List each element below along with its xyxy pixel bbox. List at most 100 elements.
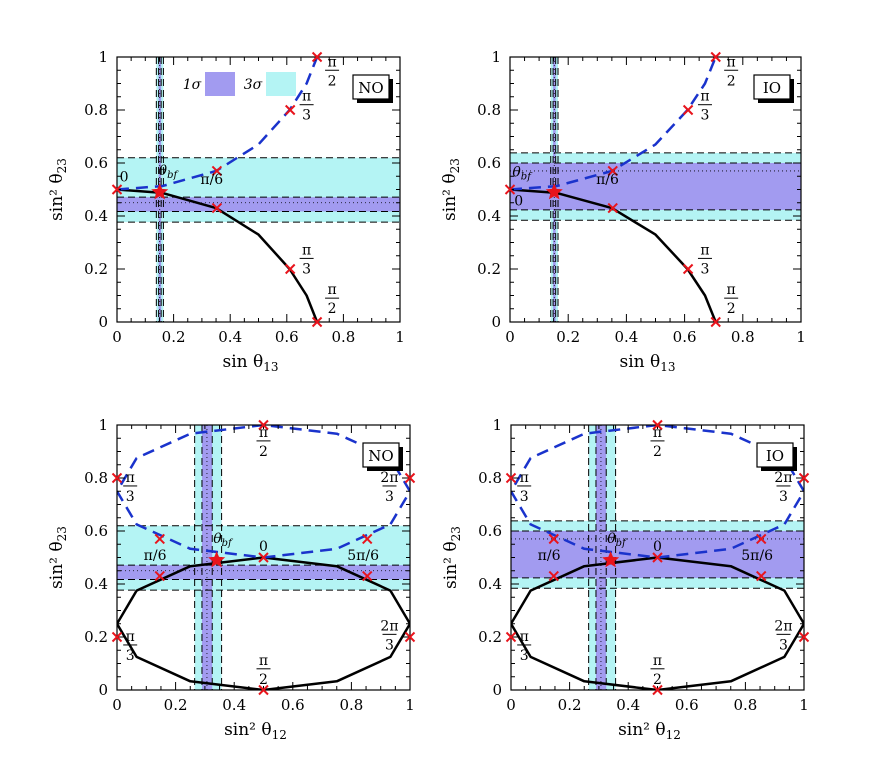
angle-annotation-numerator: π xyxy=(520,629,529,645)
angle-annotation: 0 xyxy=(653,539,662,555)
angle-annotation-denominator: 2 xyxy=(328,73,337,89)
best-fit-annotation: θbf xyxy=(512,164,533,182)
cross-marker xyxy=(756,570,767,582)
angle-annotation-denominator: 3 xyxy=(302,261,311,277)
legend-label-1sigma: 1σ xyxy=(183,77,202,93)
cross-marker xyxy=(652,552,663,563)
angle-annotation-denominator: 2 xyxy=(727,73,736,89)
y-axis-label-sub: 23 xyxy=(448,158,462,173)
angle-annotation-denominator: 3 xyxy=(385,637,394,653)
x-tick-label: 1 xyxy=(395,328,405,346)
y-axis-label-sub: 23 xyxy=(55,158,69,173)
cross-marker xyxy=(211,202,223,214)
x-tick-label: 1 xyxy=(799,696,809,714)
y-axis-label: sin² θ23 xyxy=(440,158,462,221)
ordering-label: NO xyxy=(368,447,393,465)
y-tick-label: 0.6 xyxy=(84,154,108,172)
best-fit-annotation-sub: bf xyxy=(222,538,234,549)
y-tick-label: 0.4 xyxy=(84,575,108,593)
angle-annotation: π/6 xyxy=(538,548,561,564)
angle-annotation-numerator: π xyxy=(727,54,736,70)
y-tick-label: 0.8 xyxy=(84,101,108,119)
x-tick-label: 0 xyxy=(112,696,122,714)
x-axis-label: sin² θ12 xyxy=(618,720,681,742)
cross-marker xyxy=(311,51,323,63)
angle-annotation-denominator: 3 xyxy=(126,489,135,505)
cross-marker xyxy=(710,51,721,63)
x-tick-label: 0.6 xyxy=(275,328,299,346)
cross-marker xyxy=(607,165,618,177)
best-fit-star xyxy=(602,551,620,568)
x-tick-label: 0.4 xyxy=(616,696,640,714)
angle-annotation: 5π/6 xyxy=(347,548,379,564)
best-fit-annotation: θbf xyxy=(213,531,234,549)
y-tick-label: 0.8 xyxy=(84,469,108,487)
angle-annotation-numerator: π xyxy=(653,653,662,669)
cross-marker xyxy=(404,472,416,484)
angle-annotation-denominator: 3 xyxy=(126,648,135,664)
angle-annotation-numerator: π xyxy=(302,242,311,258)
cross-marker xyxy=(111,472,123,484)
cross-marker xyxy=(258,419,269,431)
x-axis-label: sin θ13 xyxy=(222,352,278,374)
angle-annotation-denominator: 3 xyxy=(520,648,529,664)
angle-annotation-denominator: 3 xyxy=(302,108,311,124)
y-tick-label: 0.8 xyxy=(477,101,501,119)
y-tick-label: 1 xyxy=(491,48,501,66)
y-tick-label: 0.2 xyxy=(478,628,502,646)
y-tick-label: 0.6 xyxy=(478,522,502,540)
ordering-label: NO xyxy=(358,79,383,97)
cross-marker xyxy=(258,684,269,696)
angle-annotation-denominator: 3 xyxy=(701,108,710,124)
y-tick-label: 0 xyxy=(98,313,108,331)
y-axis-label: sin² θ23 xyxy=(441,526,463,589)
legend-swatch-3sigma xyxy=(266,72,296,96)
angle-annotation-numerator: π xyxy=(327,54,336,70)
cross-marker xyxy=(362,533,373,545)
x-tick-label: 0.4 xyxy=(222,696,246,714)
x-tick-label: 0 xyxy=(112,328,122,346)
cross-marker xyxy=(311,316,323,328)
x-tick-label: 0.8 xyxy=(731,328,755,346)
x-tick-label: 1 xyxy=(405,696,415,714)
solid-curve xyxy=(511,556,804,690)
x-tick-label: 0.8 xyxy=(331,328,355,346)
angle-annotation: 0 xyxy=(120,170,129,186)
cross-marker xyxy=(154,570,165,582)
best-fit-annotation-sub: bf xyxy=(167,170,179,181)
cross-marker xyxy=(607,202,618,214)
x-tick-label: 0 xyxy=(505,328,515,346)
angle-annotation-numerator: 2π xyxy=(380,470,398,486)
angle-annotation: 0 xyxy=(259,539,268,555)
cross-marker xyxy=(756,533,767,545)
cross-marker xyxy=(652,419,663,431)
cross-marker xyxy=(682,263,694,275)
ordering-badge xyxy=(753,74,791,100)
y-tick-label: 0.2 xyxy=(477,260,501,278)
cross-marker xyxy=(505,472,517,484)
angle-annotation-numerator: π xyxy=(700,242,709,258)
plot-area xyxy=(511,425,804,690)
angle-annotation-denominator: 3 xyxy=(779,637,788,653)
x-tick-label: 1 xyxy=(796,328,806,346)
x-axis-label: sin² θ12 xyxy=(224,720,287,742)
angle-annotation: π/6 xyxy=(596,172,619,188)
y-tick-label: 1 xyxy=(98,416,108,434)
x-tick-label: 0.4 xyxy=(218,328,242,346)
legend-label-3sigma: 3σ xyxy=(244,77,263,93)
x-tick-label: 0 xyxy=(506,696,516,714)
dashed-curve xyxy=(511,425,804,559)
best-fit-annotation-main: θ xyxy=(213,531,222,547)
cross-marker xyxy=(798,631,810,643)
dashed-curve xyxy=(117,425,410,559)
angle-annotation-denominator: 2 xyxy=(259,672,268,688)
x-axis-label-main: sin² θ xyxy=(618,720,666,740)
best-fit-annotation-main: θ xyxy=(512,164,521,180)
angle-annotation-denominator: 3 xyxy=(779,489,788,505)
angle-annotation-numerator: π xyxy=(126,629,135,645)
angle-annotation-numerator: π xyxy=(126,470,135,486)
x-tick-label: 0.4 xyxy=(614,328,638,346)
best-fit-star xyxy=(208,551,226,568)
